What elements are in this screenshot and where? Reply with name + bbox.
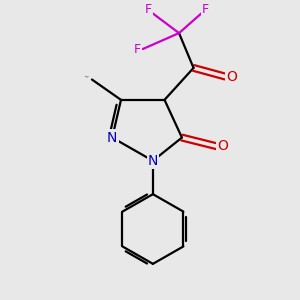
Text: F: F	[134, 43, 140, 56]
Text: F: F	[145, 3, 152, 16]
Text: methyl
line: methyl line	[85, 75, 90, 78]
Text: F: F	[202, 3, 209, 16]
Text: O: O	[217, 139, 228, 153]
Text: N: N	[148, 154, 158, 168]
Text: N: N	[107, 130, 118, 145]
Text: O: O	[226, 70, 237, 84]
